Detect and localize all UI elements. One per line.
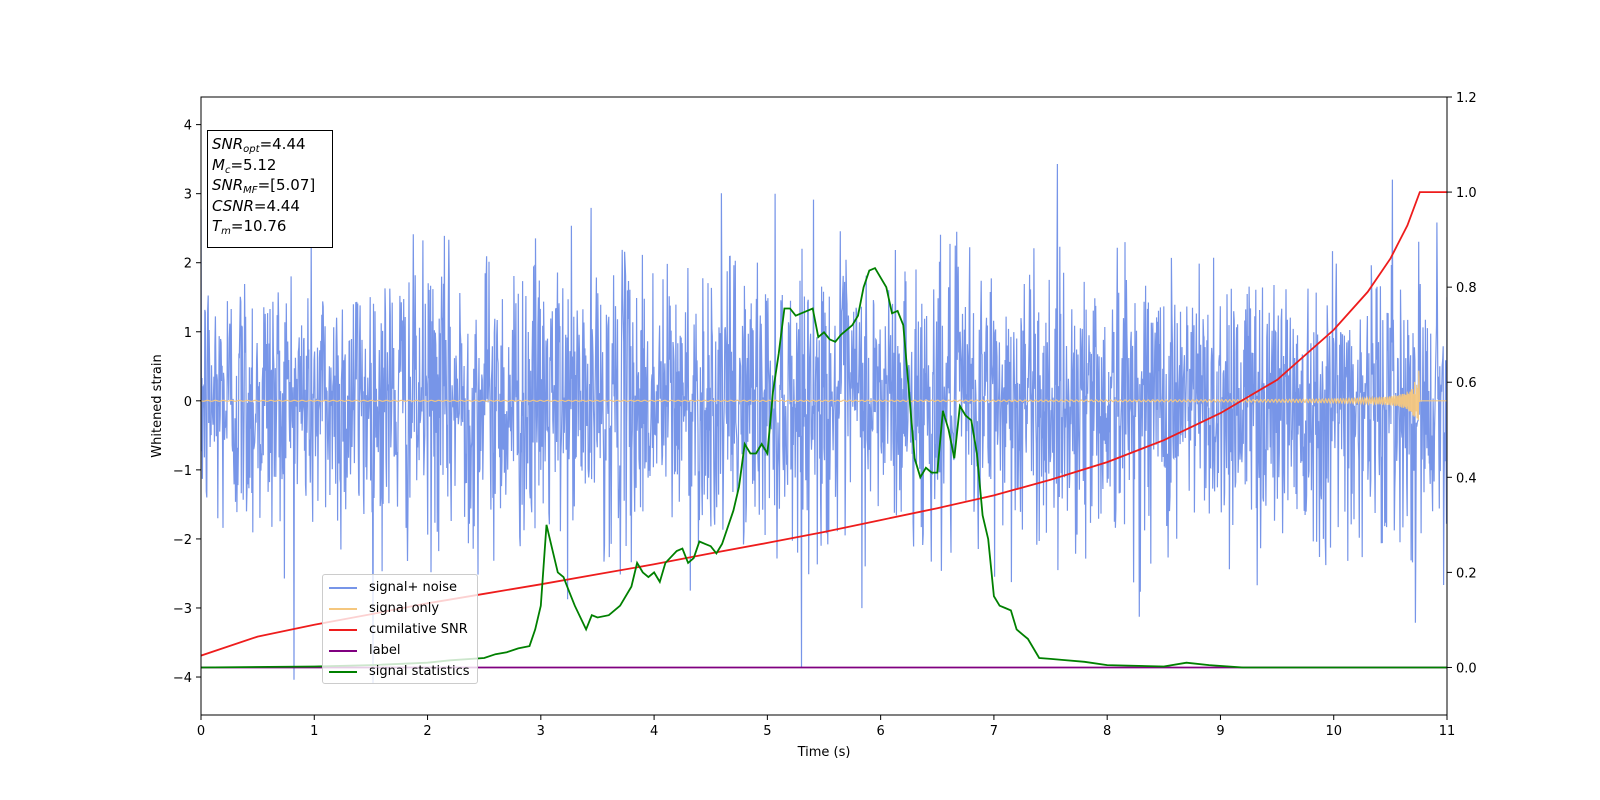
x-tick-label: 8 (1103, 724, 1111, 739)
y-left-tick-label: 2 (184, 257, 192, 272)
x-tick-label: 6 (876, 724, 884, 739)
annotation-line-csnr: CSNR=4.44 (212, 196, 300, 215)
annotation-box: SNRopt=4.44 Mc=5.12 SNRMF=[5.07] CSNR=4.… (207, 130, 333, 248)
x-tick-label: 1 (310, 724, 318, 739)
legend-label: label (369, 643, 401, 658)
legend-item-signal-only: signal only (329, 598, 477, 619)
x-tick-label: 2 (423, 724, 431, 739)
y-right-tick-label: 0.0 (1456, 661, 1477, 676)
legend-label: signal statistics (369, 664, 470, 679)
legend-item-signal-noise: signal+ noise (329, 577, 477, 598)
x-axis-title: Time (s) (797, 745, 851, 760)
x-tick-label: 9 (1216, 724, 1224, 739)
y-right-tick-label: 0.4 (1456, 471, 1477, 486)
axis-ticks: 0 1 2 3 4 5 6 7 8 9 10 1143210−1−2−3−41.21.00.80.60… (173, 91, 1477, 739)
y-right-tick-label: 1.0 (1456, 186, 1477, 201)
legend-swatch-signal-statistics (329, 670, 357, 673)
series-line-signal-noise (201, 163, 1447, 684)
y-right-tick-label: 0.8 (1456, 281, 1477, 296)
legend-swatch-cumulative-snr (329, 628, 357, 631)
y-left-tick-label: 0 (184, 395, 192, 410)
y-right-tick-label: 0.2 (1456, 566, 1477, 581)
y-left-tick-label: −2 (173, 533, 192, 548)
x-tick-label: 10 (1325, 724, 1342, 739)
series-line-signal-statistics (201, 266, 1447, 669)
annotation-line-mc: Mc=5.12 (212, 155, 277, 176)
legend-label: signal+ noise (369, 580, 458, 595)
legend-label: signal only (369, 601, 440, 616)
y-left-tick-label: −3 (173, 602, 192, 617)
legend-swatch-signal-only (329, 607, 357, 610)
y-left-tick-label: 1 (184, 326, 192, 341)
x-tick-label: 4 (650, 724, 658, 739)
legend-swatch-label (329, 649, 357, 652)
axes-frame (200, 96, 1448, 716)
y-left-tick-label: 3 (184, 188, 192, 203)
annotation-line-snr-mf: SNRMF=[5.07] (212, 176, 316, 196)
x-tick-label: 0 (197, 724, 205, 739)
y-left-tick-label: −1 (173, 464, 192, 479)
legend-item-cumulative-snr: cumilative SNR (329, 619, 477, 640)
y-axis-title: Whitened strain (150, 354, 165, 457)
y-right-tick-label: 1.2 (1456, 91, 1477, 106)
y-right-tick-label: 0.6 (1456, 376, 1477, 391)
legend-swatch-signal-noise (329, 586, 357, 589)
x-tick-label: 7 (990, 724, 998, 739)
annotation-line-tm: Tm=10.76 (212, 217, 287, 237)
x-tick-label: 11 (1439, 724, 1456, 739)
y-left-tick-label: 4 (184, 119, 192, 134)
x-tick-label: 5 (763, 724, 771, 739)
annotation-line-snr-opt: SNRopt=4.44 (212, 135, 306, 155)
x-tick-label: 3 (537, 724, 545, 739)
legend-item-signal-statistics: signal statistics (329, 661, 477, 682)
legend-label: cumilative SNR (369, 622, 468, 637)
legend-item-label: label (329, 640, 477, 661)
legend: signal+ noise signal only cumilative SNR… (322, 574, 478, 684)
y-left-tick-label: −4 (173, 671, 192, 686)
